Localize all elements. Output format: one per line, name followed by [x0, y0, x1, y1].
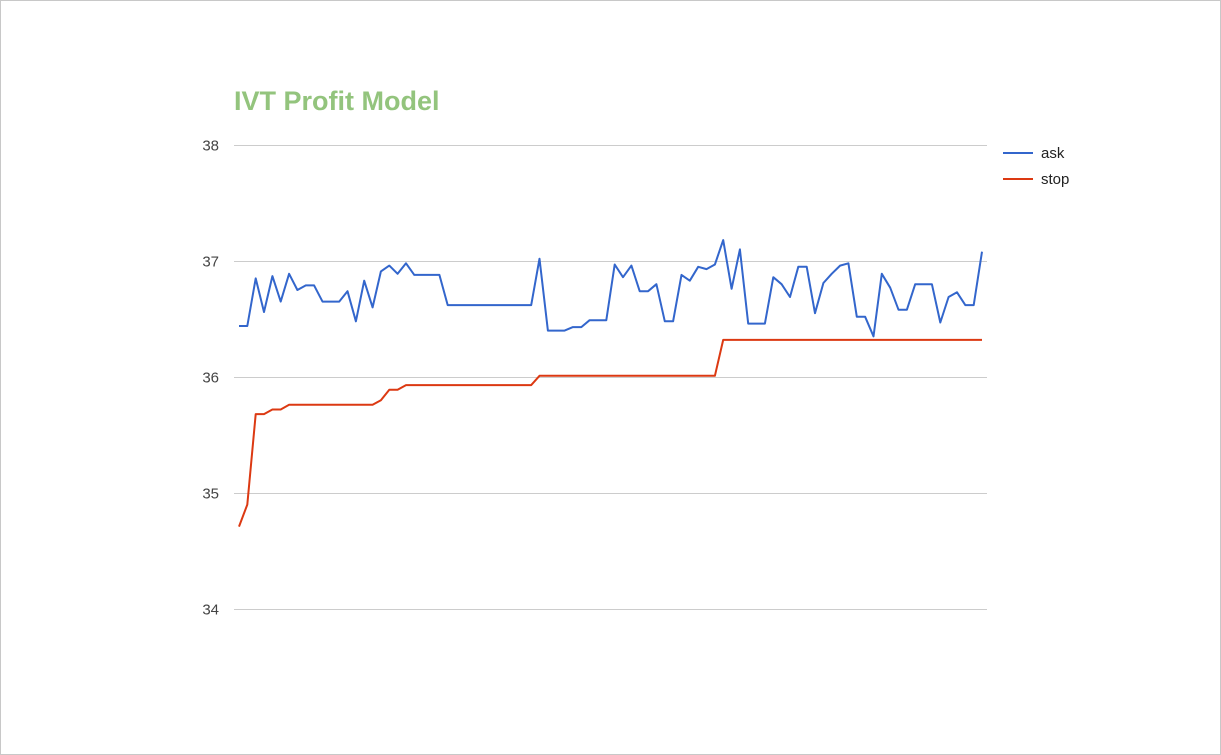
legend: ask stop [1003, 145, 1069, 188]
y-axis-tick-labels: 34 35 36 37 38 [202, 138, 219, 619]
legend-label-stop: stop [1041, 171, 1069, 188]
series-line-ask [239, 239, 983, 338]
legend-label-ask: ask [1041, 145, 1065, 162]
y-tick-label: 35 [202, 486, 219, 503]
gridlines [234, 145, 987, 610]
y-tick-label: 38 [202, 138, 219, 155]
y-tick-label: 36 [202, 370, 219, 387]
chart-title: IVT Profit Model [234, 86, 440, 116]
series-line-stop [238, 338, 982, 527]
y-tick-label: 37 [202, 254, 219, 271]
series-lines [238, 239, 983, 527]
y-tick-label: 34 [202, 602, 219, 619]
